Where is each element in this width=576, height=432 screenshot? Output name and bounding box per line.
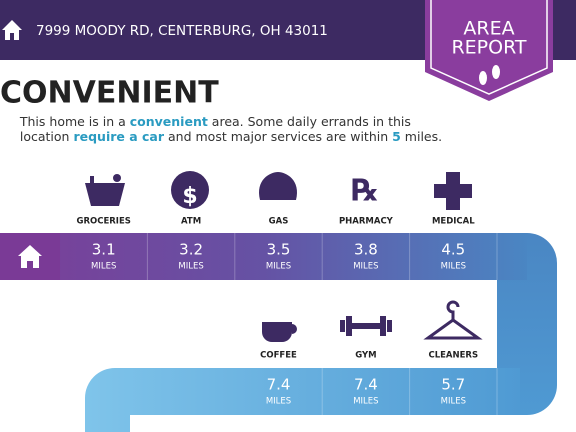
service-label: COFFEE — [260, 351, 297, 361]
route-band-1 — [0, 233, 527, 280]
hanger-icon — [423, 300, 483, 340]
distance: 3.5 — [267, 241, 291, 259]
address: 7999 MOODY RD, CENTERBURG, OH 43011 — [36, 23, 328, 39]
title: CONVENIENT — [0, 76, 219, 111]
service-label: GROCERIES — [76, 217, 130, 227]
description-line1: This home is in a convenient area. Some … — [0, 114, 423, 129]
distance: 3.1 — [92, 241, 116, 259]
distance: 3.2 — [179, 241, 203, 259]
distance: 3.8 — [354, 241, 378, 259]
distance-unit: MILES — [91, 262, 116, 272]
distance: 7.4 — [267, 376, 291, 394]
home-icon — [18, 245, 42, 268]
text: and most major services are within — [164, 129, 392, 144]
badge — [425, 0, 553, 101]
home-icon — [2, 20, 22, 40]
distance: 5.7 — [441, 376, 465, 394]
text: area. Some daily errands in this — [208, 114, 411, 129]
badge-line2: REPORT — [451, 37, 526, 59]
service-label: PHARMACY — [339, 217, 394, 227]
distance-unit: MILES — [178, 262, 203, 272]
service-label: CLEANERS — [428, 351, 478, 361]
distance-unit: MILES — [353, 262, 378, 272]
text: miles. — [401, 129, 442, 144]
distance: 4.5 — [441, 241, 465, 259]
distance-unit: MILES — [266, 397, 291, 407]
service-label: MEDICAL — [432, 217, 475, 227]
svg-text:℞: ℞ — [352, 174, 379, 209]
service-label: GYM — [355, 351, 376, 361]
atm-symbol: $ — [182, 184, 197, 209]
route-band-2 — [85, 368, 520, 432]
description-line2: location require a car and most major se… — [0, 129, 454, 144]
service-label: GAS — [269, 217, 289, 227]
footprints — [479, 65, 500, 85]
distance-unit: MILES — [441, 262, 466, 272]
highlight: require a car — [73, 129, 164, 144]
text: This home is in a — [19, 114, 130, 129]
service-label: ATM — [181, 217, 201, 227]
distance-unit: MILES — [353, 397, 378, 407]
distance-unit: MILES — [441, 397, 466, 407]
distance-unit: MILES — [266, 262, 291, 272]
text: location — [20, 129, 74, 144]
highlight: 5 — [392, 129, 401, 144]
icons: ℞ — [85, 171, 472, 342]
badge-border — [430, 0, 548, 95]
distance: 7.4 — [354, 376, 378, 394]
highlight: convenient — [130, 114, 208, 129]
badge-line1: AREA — [463, 18, 514, 40]
